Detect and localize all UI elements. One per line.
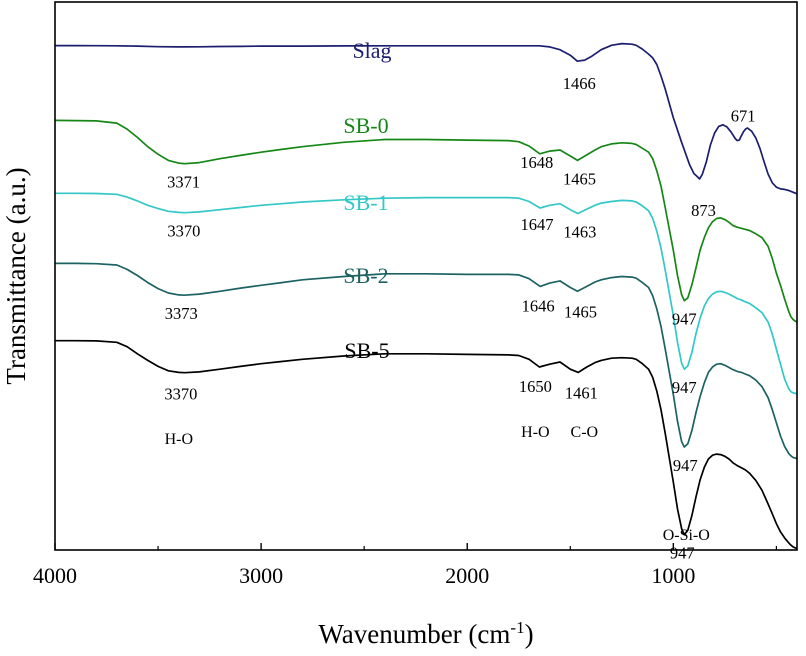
x-axis: 4000 3000 2000 1000 [33,543,777,588]
peak-label-slag-1466: 1466 [563,74,596,93]
series-label-sb-1: SB-1 [343,190,388,215]
band-label-h-o-3370: H-O [165,431,193,448]
x-axis-title-close: ) [525,619,534,649]
plot-frame [54,1,798,551]
series-line-slag [55,42,798,195]
x-tick-label: 3000 [239,563,283,588]
peak-label-sb-1-3370: 3370 [167,222,200,241]
peak-label-sb-0-1648: 1648 [520,153,553,172]
series-label-sb-2: SB-2 [343,263,388,288]
y-axis-title: Transmittance (a.u.) [1,167,31,384]
series-line-sb-5 [55,339,798,550]
series-line-sb-0 [54,119,798,323]
peak-label-sb-2-1646: 1646 [522,296,555,315]
peak-label-sb-2-3373: 3373 [165,304,198,323]
peak-label-sb-1-1647: 1647 [520,215,553,234]
x-axis-title-superscript: -1 [510,618,524,637]
band-label-o-si-o-947: O-Si-O [663,527,710,544]
series-label-slag: Slag [352,38,391,63]
series-layer [54,42,798,550]
series-label-sb-0: SB-0 [343,113,388,138]
x-axis-title: Wavenumber (cm-1) [318,618,533,649]
x-axis-title-text: Wavenumber (cm [318,619,510,649]
peak-label-sb-1-1463: 1463 [563,223,596,242]
peak-label-sb-2-947: 947 [673,456,698,475]
band-label-c-o-1461: C-O [571,424,599,441]
peak-label-sb-0-3371: 3371 [167,173,200,192]
peak-label-sb-5-1650: 1650 [519,377,552,396]
series-label-sb-5: SB-5 [344,338,389,363]
peak-label-sb-2-1465: 1465 [564,302,597,321]
band-label-h-o-1650: H-O [521,424,549,441]
peak-label-sb-5-3370: 3370 [164,385,197,404]
label-layer: Slag SB-0 SB-1 SB-2 SB-5 1466 873 671 3371 1648 14… [164,38,755,563]
peak-label-sb-5-1461: 1461 [565,383,598,402]
peak-label-sb-0-947: 947 [672,310,697,329]
peak-label-slag-873: 873 [691,201,716,220]
peak-label-sb-0-1465: 1465 [563,169,596,188]
x-tick-label: 4000 [33,563,77,588]
series-line-sb-1 [55,192,798,395]
x-tick-label: 1000 [651,563,695,588]
x-tick-label: 2000 [445,563,489,588]
series-line-sb-2 [55,262,798,460]
peak-label-slag-671: 671 [731,106,756,125]
peak-label-sb-1-947: 947 [672,378,697,397]
peak-label-sb-5-947: 947 [670,544,695,563]
